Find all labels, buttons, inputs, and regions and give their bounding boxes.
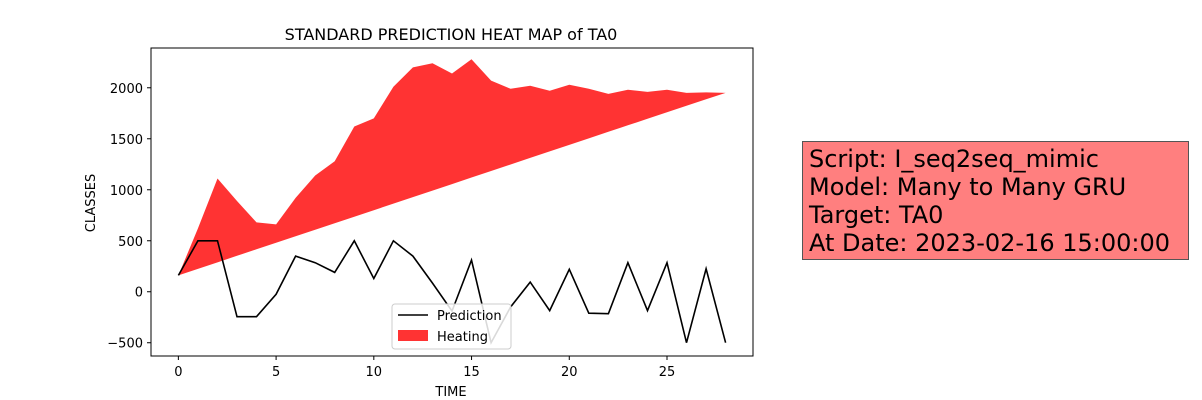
x-tick-label: 5 [272, 365, 280, 380]
y-tick-label: 500 [118, 235, 143, 250]
x-axis-ticks: 0 5 10 15 20 25 [174, 356, 675, 380]
chart-title: STANDARD PREDICTION HEAT MAP of TA0 [285, 25, 618, 44]
x-axis-label: TIME [434, 385, 466, 400]
y-tick-label: 0 [135, 286, 143, 301]
y-axis-label: CLASSES [84, 174, 99, 232]
legend-heating-swatch [398, 330, 428, 341]
legend-prediction-label: Prediction [437, 309, 502, 324]
legend: Prediction Heating [391, 303, 512, 350]
info-target: Target: TA0 [809, 201, 944, 229]
legend-heating-label: Heating [437, 330, 488, 345]
heating-area-layer [178, 59, 726, 276]
info-script: Script: I_seq2seq_mimic [809, 145, 1099, 173]
info-date: At Date: 2023-02-16 15:00:00 [809, 229, 1171, 257]
x-tick-label: 20 [561, 365, 578, 380]
axes-frame [150, 47, 754, 357]
y-tick-label: 1500 [110, 133, 143, 148]
info-model: Model: Many to Many GRU [809, 173, 1127, 201]
x-tick-label: 0 [174, 365, 182, 380]
x-tick-label: 15 [463, 365, 480, 380]
x-tick-label: 10 [366, 365, 383, 380]
heating-area [178, 59, 726, 276]
x-tick-label: 25 [659, 365, 676, 380]
y-tick-label: −500 [107, 337, 143, 352]
y-tick-label: 2000 [110, 82, 143, 97]
info-box: Script: I_seq2seq_mimic Model: Many to M… [802, 141, 1189, 260]
chart-figure: STANDARD PREDICTION HEAT MAP of TA0 0 5 10… [84, 25, 754, 400]
y-tick-label: 1000 [110, 184, 143, 199]
y-axis-ticks: −500 0 500 1000 1500 2000 [107, 82, 151, 352]
